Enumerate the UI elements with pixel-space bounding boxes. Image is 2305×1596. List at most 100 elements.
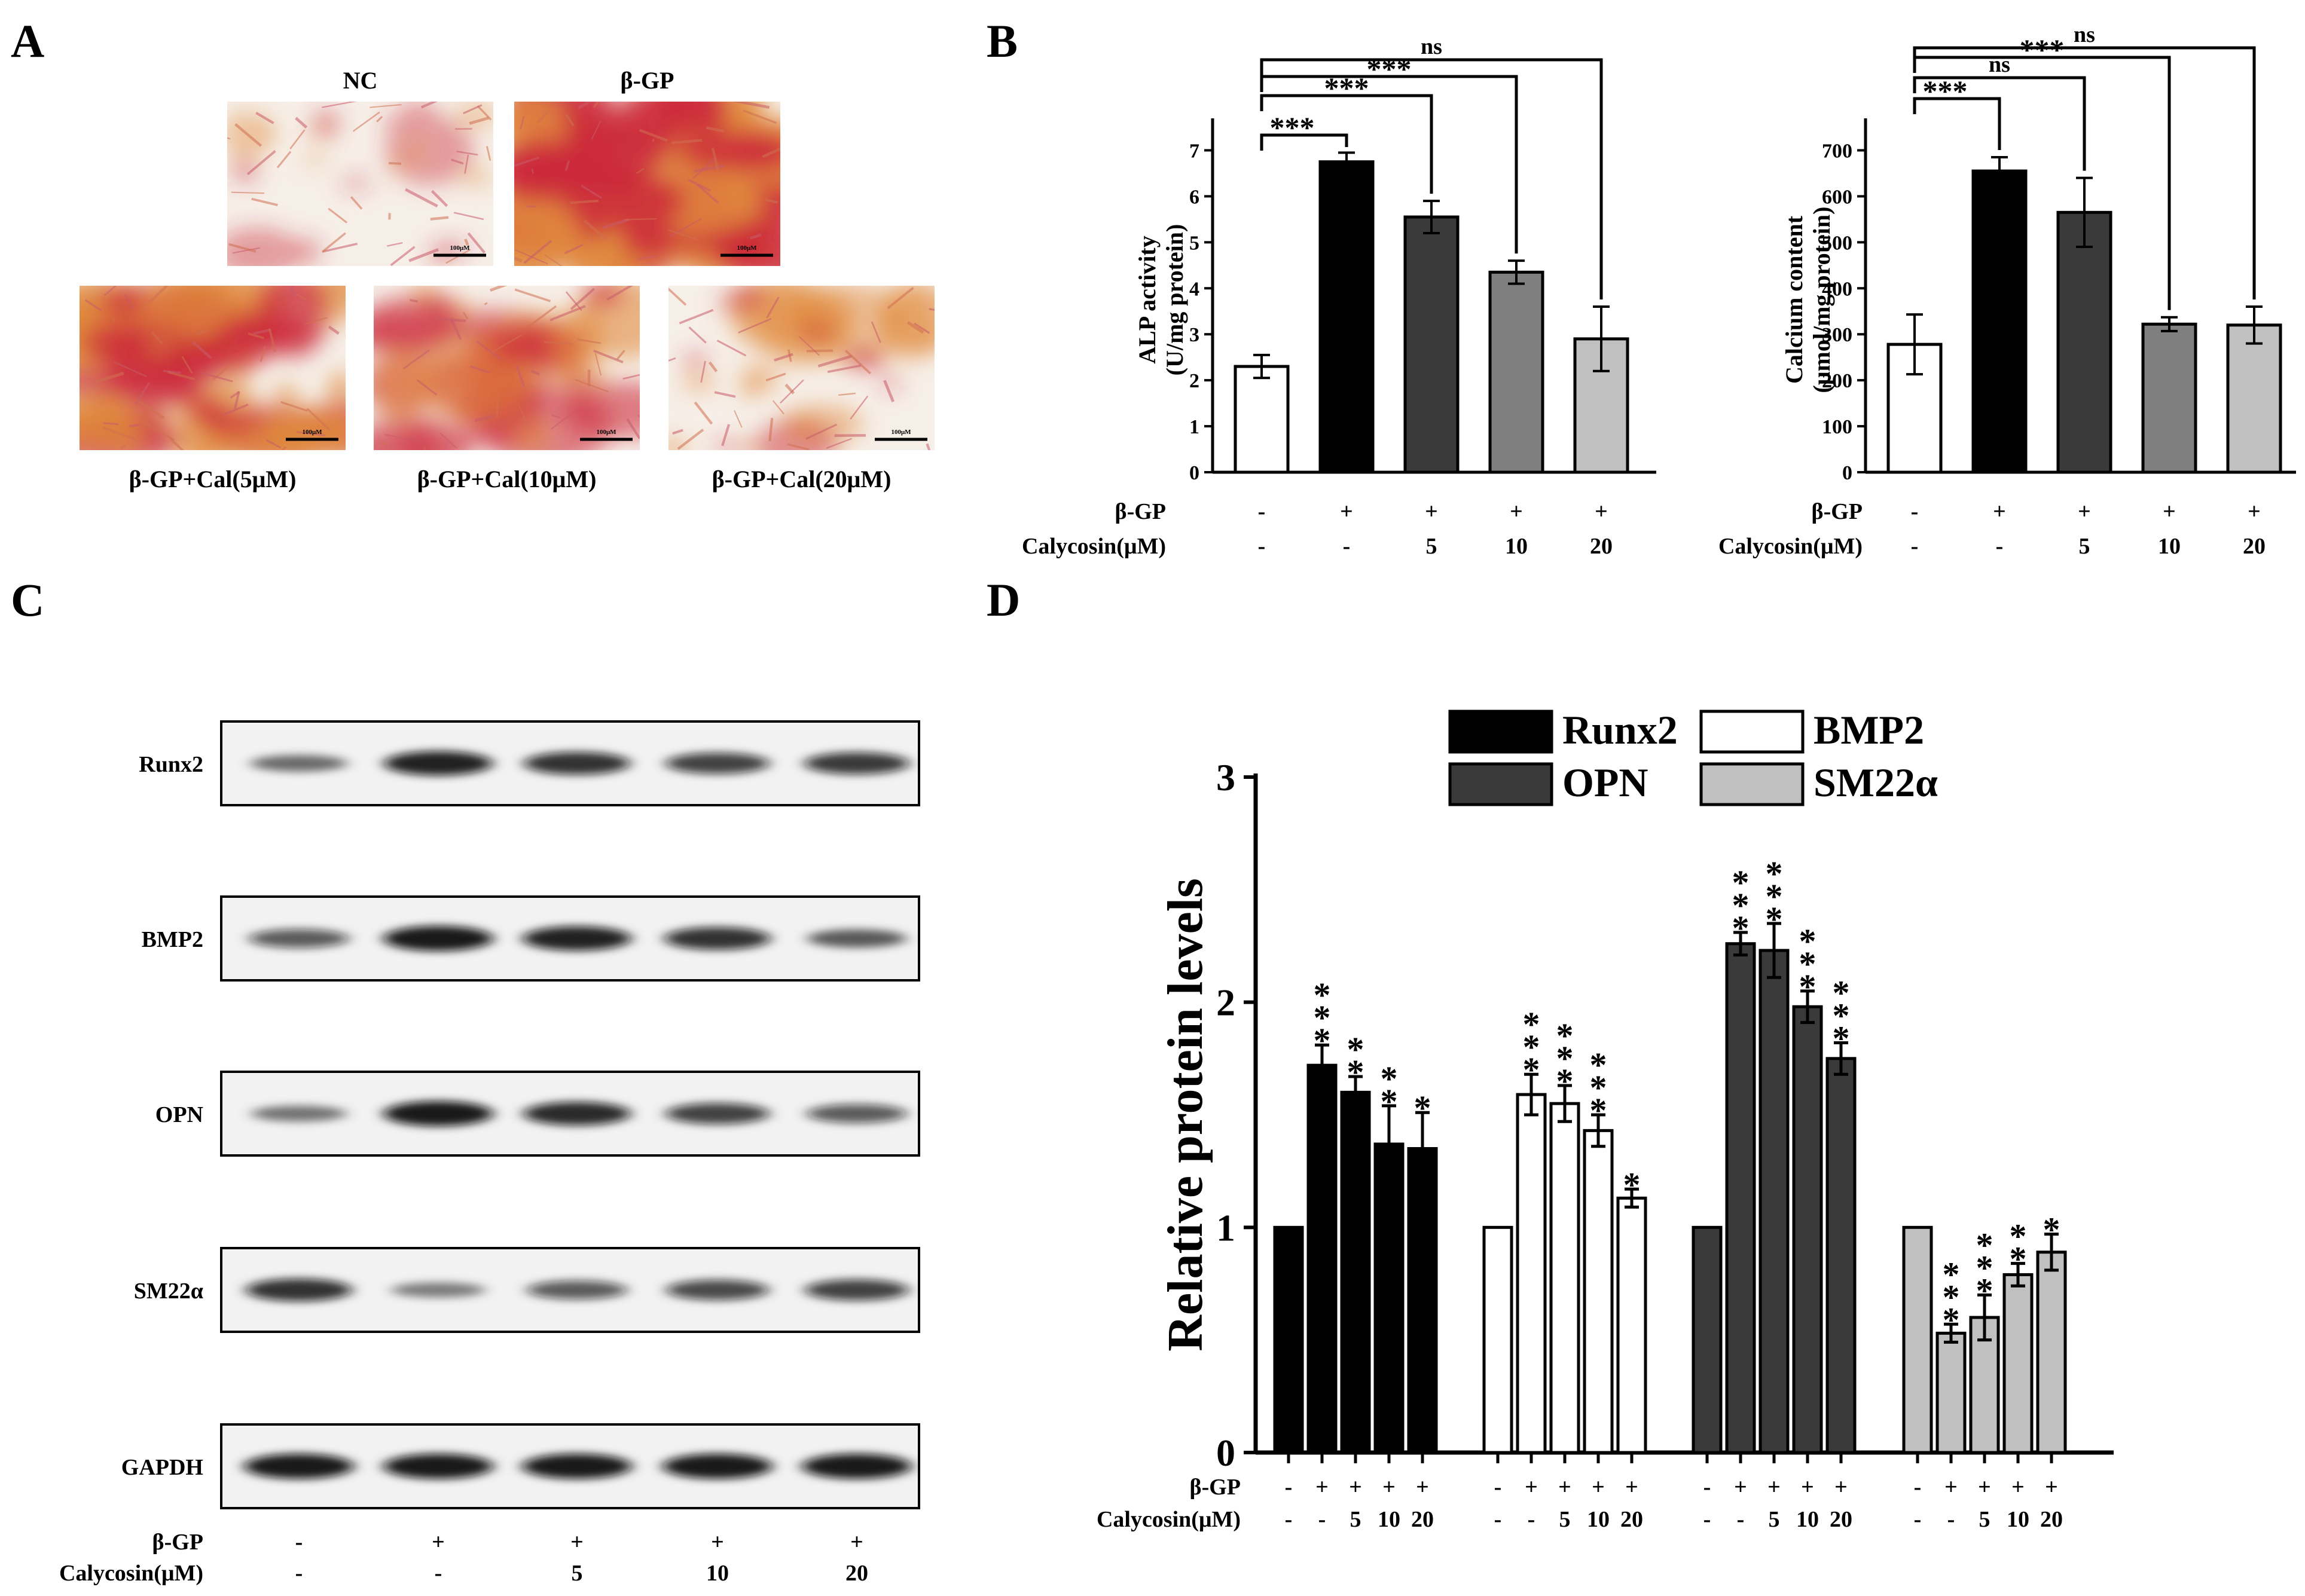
band-layer [251, 751, 909, 776]
comparison-bracket [1260, 75, 1518, 254]
comparison-label: *** [2020, 33, 2065, 66]
band-lane-3 [523, 1102, 631, 1126]
significance-star: * [1799, 944, 1816, 983]
significance-star: * [1590, 1045, 1607, 1084]
cell-strand [721, 424, 731, 447]
band-lane-1 [251, 1105, 347, 1122]
cell-strand [253, 328, 271, 335]
cell-strand [688, 326, 707, 344]
comparison-label: ns [2074, 22, 2095, 47]
treatment-calycosin: - [435, 1561, 442, 1586]
band-layer [244, 1454, 912, 1479]
legend-swatch-2 [1699, 710, 1805, 754]
band-lane-4 [665, 1103, 770, 1124]
treatment-calycosin: 10 [706, 1561, 729, 1586]
treatment-row1-label: β-GP [1115, 499, 1166, 524]
cell-strand [490, 286, 508, 292]
y-tick-label: 600 [1822, 186, 1852, 208]
treatment-calycosin: 20 [2243, 534, 2266, 559]
stain-blob [680, 375, 718, 391]
treatment-calycosin: - [1947, 1507, 1955, 1532]
panel-c-western-blots: Runx2 BMP2 OPN SM22α GAPDH β-GP Calycosin(μM) -… [59, 720, 920, 1586]
band-layer [251, 1101, 907, 1126]
band-lane-5 [802, 1454, 912, 1479]
stain-blob [227, 111, 274, 157]
cell-strand [305, 316, 328, 325]
cell-strand [716, 340, 747, 357]
cell-strand [517, 403, 529, 426]
significance-star: * [1523, 1028, 1540, 1066]
treatment-calycosin: 20 [1620, 1507, 1643, 1532]
treatment-beta-gp: + [1592, 1475, 1605, 1500]
blot-opn: OPN [155, 1071, 920, 1157]
cell-strand [296, 431, 326, 436]
significance-star: * [2043, 1210, 2060, 1249]
treatment-calycosin: - [1737, 1507, 1745, 1532]
cell-strand [453, 212, 484, 221]
cell-strand [520, 116, 525, 130]
treatment-beta-gp: + [1978, 1475, 1991, 1500]
band-lane-1 [246, 1278, 352, 1302]
cell-strand [544, 254, 563, 266]
significance-star: * [1556, 1062, 1574, 1100]
stain-blob [622, 222, 677, 260]
cell-strand [289, 129, 306, 149]
cell-strand [774, 353, 793, 362]
treatment-calycosin: 5 [1350, 1507, 1361, 1532]
treatment-beta-gp: + [2248, 499, 2261, 524]
cell-strand [564, 243, 584, 255]
y-tick-label: 6 [1189, 186, 1199, 208]
treatment-beta-gp: + [2011, 1475, 2025, 1500]
band-lane-2 [383, 1101, 493, 1126]
cell-strand [708, 361, 718, 372]
cell-strand [200, 371, 233, 383]
cell-strand [667, 229, 698, 241]
panel-label-b: B [987, 15, 1018, 67]
cell-strand [431, 189, 448, 207]
cell-strand [295, 117, 308, 129]
band-lane-3 [524, 751, 630, 775]
cell-strand [167, 371, 195, 381]
cell-strand [163, 369, 181, 374]
treatment-beta-gp: + [2045, 1475, 2058, 1500]
panel-label-c: C [11, 574, 44, 626]
y-axis-label-line2: (μmol/mg protein) [1808, 207, 1835, 393]
comparison-bracket [1260, 94, 1433, 194]
stain-blob [512, 420, 551, 449]
cell-strand [384, 434, 416, 441]
significance-star: * [1523, 1005, 1540, 1044]
y-axis-label: Relative protein levels [1158, 878, 1213, 1352]
treatment-ticks: --+-+5+10+20--+-+5+10+20--+-+5+10+20--+-… [1285, 1453, 2063, 1532]
cell-strand [593, 349, 624, 363]
stain-blob [231, 155, 258, 184]
cell-strand [420, 102, 438, 109]
cell-strand [322, 232, 347, 253]
stain-blob [190, 399, 230, 426]
cell-strand [135, 398, 165, 420]
chart-calcium-content: 0 100 200 300 400 500 600 700 Calcium content (μm… [1718, 22, 2296, 559]
cell-strand [668, 357, 676, 362]
cell-strand [670, 218, 703, 237]
cell-strand [671, 139, 703, 145]
stain-blobs [80, 286, 346, 450]
cell-strand [584, 219, 608, 241]
stain-blobs [514, 102, 780, 266]
band-lane-3 [527, 1280, 627, 1300]
cell-strand [265, 439, 282, 449]
comparison-label: *** [1367, 52, 1412, 85]
cell-strand [376, 115, 383, 123]
cell-strand [765, 372, 786, 382]
stain-blob [668, 438, 689, 450]
band-lane-4 [663, 1454, 773, 1479]
sm22α-bar-1 [1902, 1225, 1933, 1454]
blot-bmp2: BMP2 [142, 895, 920, 982]
cell-strand [762, 147, 780, 158]
stain-blob [339, 177, 373, 189]
y-tick-label: 5 [1189, 232, 1199, 254]
cell-strand [672, 429, 683, 435]
band-lane-3 [522, 1454, 632, 1479]
treatment-beta-gp: + [1801, 1475, 1814, 1500]
cell-strand [404, 188, 438, 208]
cell-strand [191, 341, 213, 360]
band-lane-1 [244, 1454, 354, 1479]
